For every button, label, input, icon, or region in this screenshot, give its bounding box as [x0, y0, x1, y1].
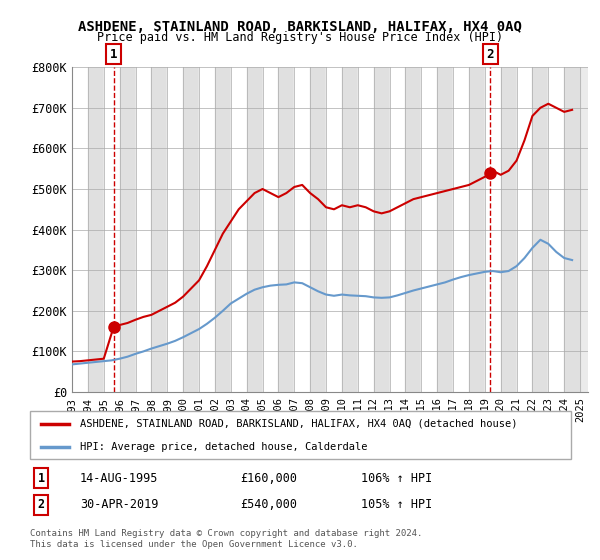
Bar: [231, 67, 247, 392]
Bar: [389, 67, 406, 392]
Bar: [437, 67, 453, 392]
Bar: [469, 67, 485, 392]
Bar: [231, 67, 247, 392]
Bar: [548, 67, 564, 392]
Bar: [104, 67, 119, 392]
Bar: [389, 67, 406, 392]
Bar: [548, 67, 564, 392]
Bar: [104, 67, 119, 392]
Bar: [326, 67, 342, 392]
Bar: [374, 67, 389, 392]
Bar: [119, 67, 136, 392]
Text: 14-AUG-1995: 14-AUG-1995: [80, 472, 158, 484]
Bar: [136, 67, 151, 392]
Bar: [136, 67, 151, 392]
Bar: [247, 67, 263, 392]
FancyBboxPatch shape: [30, 412, 571, 459]
Bar: [88, 67, 104, 392]
Bar: [263, 67, 278, 392]
Bar: [183, 67, 199, 392]
Bar: [358, 67, 374, 392]
Text: £160,000: £160,000: [240, 472, 297, 484]
Bar: [263, 67, 278, 392]
Text: Price paid vs. HM Land Registry's House Price Index (HPI): Price paid vs. HM Land Registry's House …: [97, 31, 503, 44]
Bar: [421, 67, 437, 392]
Text: 1: 1: [110, 48, 118, 60]
Bar: [421, 67, 437, 392]
Bar: [453, 67, 469, 392]
Bar: [453, 67, 469, 392]
Bar: [406, 67, 421, 392]
Bar: [532, 67, 548, 392]
Bar: [199, 67, 215, 392]
Bar: [199, 67, 215, 392]
Bar: [310, 67, 326, 392]
Text: ASHDENE, STAINLAND ROAD, BARKISLAND, HALIFAX, HX4 0AQ (detached house): ASHDENE, STAINLAND ROAD, BARKISLAND, HAL…: [80, 419, 517, 429]
Text: 2: 2: [37, 498, 44, 511]
Bar: [278, 67, 294, 392]
Text: HPI: Average price, detached house, Calderdale: HPI: Average price, detached house, Cald…: [80, 442, 367, 452]
Bar: [294, 67, 310, 392]
Bar: [215, 67, 231, 392]
Bar: [500, 67, 517, 392]
Bar: [485, 67, 500, 392]
Bar: [151, 67, 167, 392]
Bar: [72, 67, 88, 392]
Text: 105% ↑ HPI: 105% ↑ HPI: [361, 498, 433, 511]
Text: 1: 1: [37, 472, 44, 484]
Bar: [517, 67, 532, 392]
Bar: [342, 67, 358, 392]
Bar: [72, 67, 88, 392]
Bar: [358, 67, 374, 392]
Text: Contains HM Land Registry data © Crown copyright and database right 2024.
This d: Contains HM Land Registry data © Crown c…: [30, 529, 422, 549]
Text: ASHDENE, STAINLAND ROAD, BARKISLAND, HALIFAX, HX4 0AQ: ASHDENE, STAINLAND ROAD, BARKISLAND, HAL…: [78, 20, 522, 34]
Bar: [167, 67, 183, 392]
Text: 2: 2: [486, 48, 494, 60]
Bar: [294, 67, 310, 392]
Bar: [167, 67, 183, 392]
Bar: [517, 67, 532, 392]
Text: 30-APR-2019: 30-APR-2019: [80, 498, 158, 511]
Text: £540,000: £540,000: [240, 498, 297, 511]
Text: 106% ↑ HPI: 106% ↑ HPI: [361, 472, 433, 484]
Bar: [326, 67, 342, 392]
Bar: [564, 67, 580, 392]
Bar: [485, 67, 500, 392]
